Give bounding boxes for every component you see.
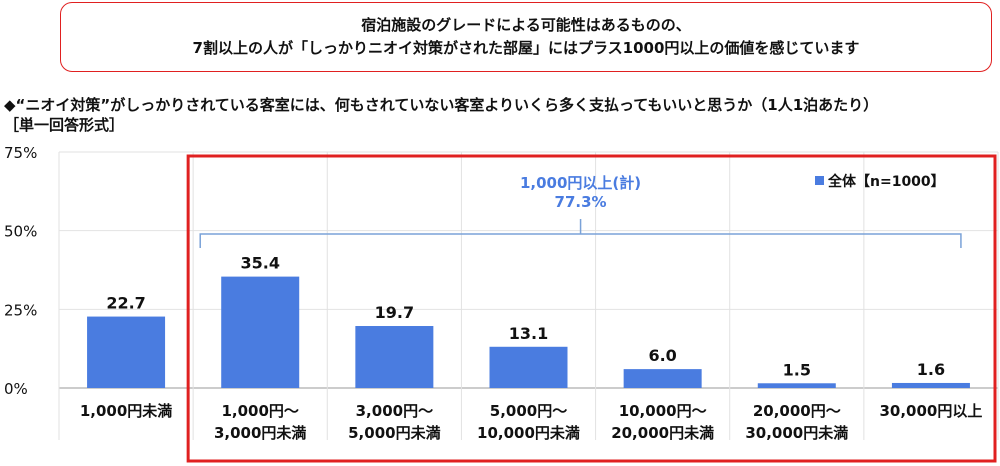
x-tick-label: 30,000円未満 xyxy=(745,424,848,442)
data-label: 1.6 xyxy=(917,360,945,379)
x-tick-label: 3,000円～ xyxy=(356,402,433,420)
bar xyxy=(891,382,970,388)
legend-label: 全体【n=1000】 xyxy=(827,173,945,190)
x-tick-label: 1,000円～ xyxy=(221,402,298,420)
bar xyxy=(355,326,434,388)
x-tick-label: 20,000円～ xyxy=(753,402,841,420)
y-tick-label: 25% xyxy=(4,301,37,319)
y-tick-label: 75% xyxy=(4,144,37,162)
x-tick-label: 3,000円未満 xyxy=(214,424,306,442)
data-label: 1.5 xyxy=(783,360,811,379)
answer-format: ［単一回答形式］ xyxy=(4,116,125,134)
x-tick-label: 5,000円未満 xyxy=(348,424,440,442)
x-tick-label: 10,000円～ xyxy=(619,402,707,420)
y-tick-label: 50% xyxy=(4,223,37,241)
legend-swatch xyxy=(815,176,824,185)
data-label: 6.0 xyxy=(648,346,676,365)
data-label: 19.7 xyxy=(375,303,414,322)
bar xyxy=(87,316,166,388)
question-text: ◆“ニオイ対策”がしっかりされている客室には、何もされていない客室よりいくら多く… xyxy=(4,96,879,114)
data-label: 22.7 xyxy=(106,294,145,313)
data-label: 13.1 xyxy=(509,324,548,343)
highlight-frame xyxy=(186,154,997,463)
x-tick-label: 5,000円～ xyxy=(490,402,567,420)
headline-line-2: 7割以上の人が「しっかりニオイ対策がされた部屋」にはプラス1000円以上の価値を… xyxy=(192,39,860,57)
total-value: 77.3% xyxy=(555,193,607,211)
bar xyxy=(489,346,568,388)
x-tick-label: 10,000円未満 xyxy=(477,424,580,442)
data-label: 35.4 xyxy=(240,254,279,273)
bar xyxy=(623,369,702,388)
x-tick-label: 20,000円未満 xyxy=(611,424,714,442)
headline-box: 宿泊施設のグレードによる可能性はあるものの、 7割以上の人が「しっかりニオイ対策… xyxy=(60,2,992,72)
total-label: 1,000円以上(計) xyxy=(520,174,641,192)
bar xyxy=(757,383,836,388)
headline-line-1: 宿泊施設のグレードによる可能性はあるものの、 xyxy=(361,16,691,34)
x-tick-label: 30,000円以上 xyxy=(879,402,982,420)
x-tick-label: 1,000円未満 xyxy=(80,402,172,420)
bar xyxy=(221,276,300,388)
total-bracket xyxy=(199,219,962,248)
y-tick-label: 0% xyxy=(4,380,28,398)
